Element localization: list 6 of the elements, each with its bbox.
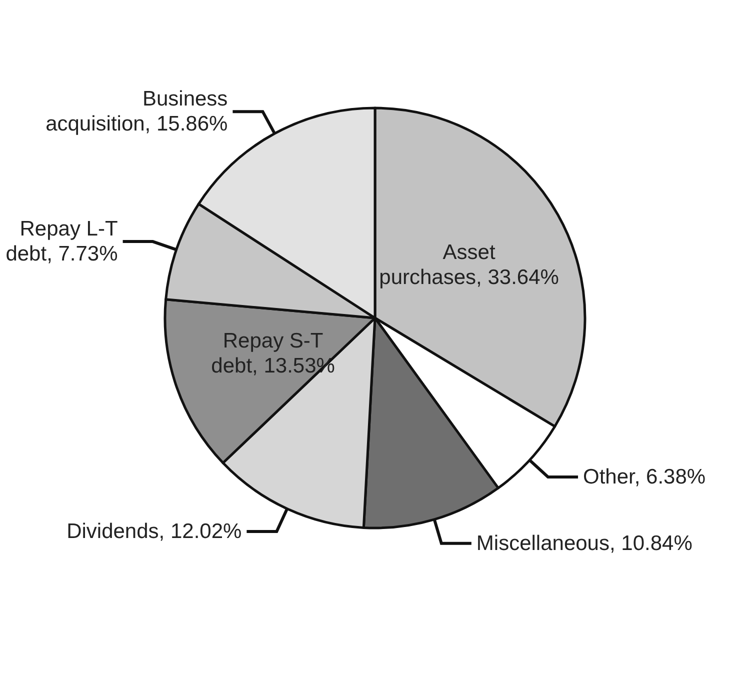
- slice-label: Other, 6.38%: [583, 466, 706, 489]
- slice-label: Miscellaneous, 10.84%: [476, 532, 692, 555]
- slice-label: Asset purchases, 33.64%: [379, 240, 559, 289]
- slice-label: Dividends, 12.02%: [66, 520, 242, 543]
- slice-label: Repay L-T debt, 7.73%: [6, 218, 118, 266]
- slice-label: Business acquisition, 15.86%: [46, 88, 228, 136]
